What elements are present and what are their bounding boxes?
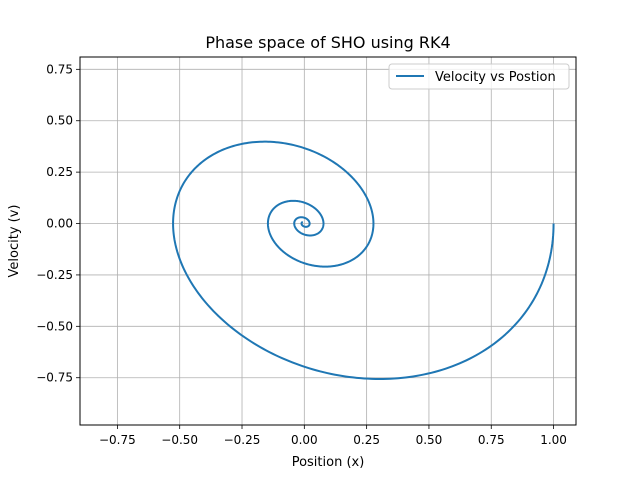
y-tick-label: 0.25 (46, 165, 73, 179)
plot-area (172, 140, 555, 380)
legend-box (388, 63, 570, 90)
y-tick-label: 0.00 (46, 217, 73, 231)
x-tick-label: −0.75 (99, 433, 136, 447)
chart-title: Phase space of SHO using RK4 (205, 33, 450, 52)
x-tick-label: 0.50 (416, 433, 443, 447)
plot-frame (79, 56, 577, 426)
legend-label: Velocity vs Postion (435, 70, 556, 85)
x-tick-label: 0.75 (478, 433, 505, 447)
legend: Velocity vs Postion (388, 63, 570, 90)
x-tick-label: 0.25 (353, 433, 380, 447)
x-tick-label: 1.00 (540, 433, 567, 447)
grid (80, 57, 576, 425)
x-tick-label: −0.25 (224, 433, 261, 447)
x-tick-label: −0.50 (161, 433, 198, 447)
x-axis-label: Position (x) (292, 455, 365, 470)
y-tick-label: −0.25 (36, 268, 73, 282)
y-tick-label: −0.50 (36, 319, 73, 333)
y-tick-label: 0.75 (46, 62, 73, 76)
ticks: −0.75 −0.50 −0.25 0.00 0.25 0.50 0.75 1.00 −0.75… (36, 62, 567, 447)
y-tick-label: 0.50 (46, 114, 73, 128)
series-line-velocity-vs-position (172, 140, 555, 380)
y-axis-label: Velocity (v) (7, 205, 22, 278)
y-tick-label: −0.75 (36, 371, 73, 385)
x-tick-label: 0.00 (291, 433, 318, 447)
